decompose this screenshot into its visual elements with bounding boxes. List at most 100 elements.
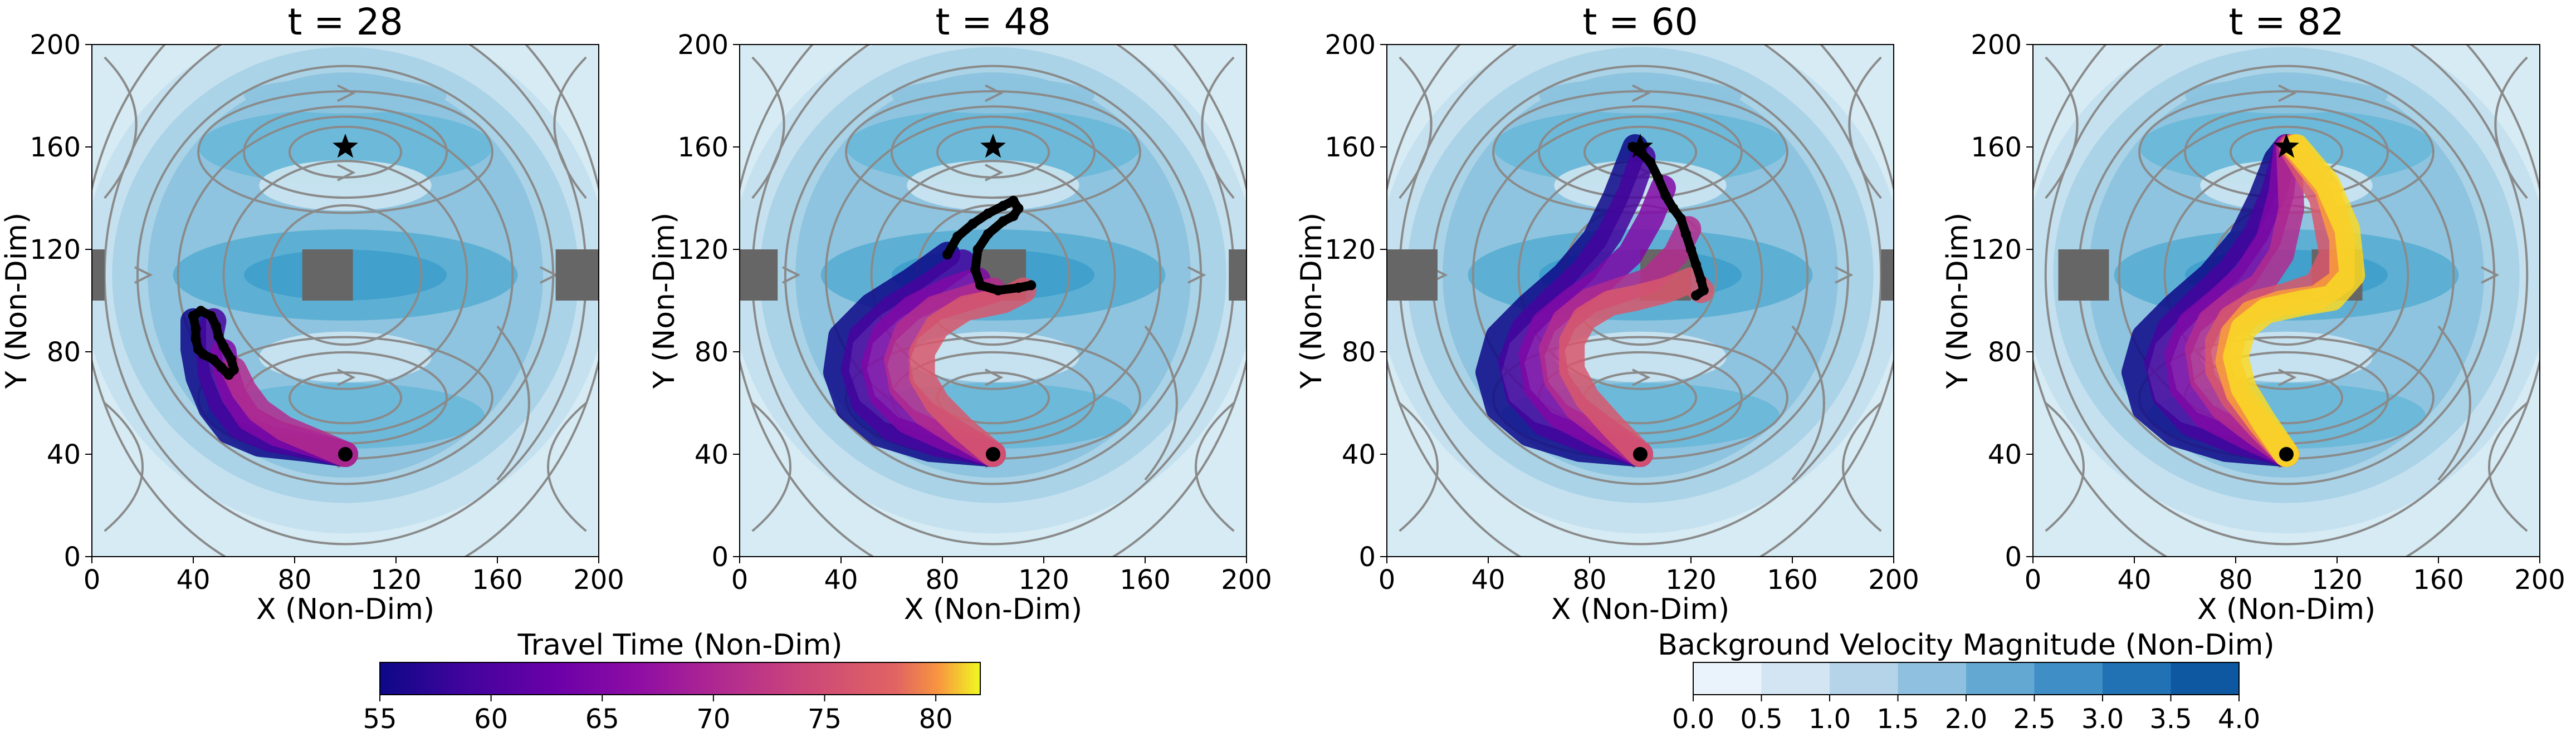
streamline [870, 160, 1116, 390]
travel-time-tick-label: 55 [363, 704, 397, 735]
y-tick-label: 120 [1324, 234, 1376, 266]
velocity-colorbar-segment [1830, 662, 1898, 695]
velocity-tick-label: 4.0 [2218, 704, 2260, 735]
front-marker [1691, 259, 1702, 270]
x-tick-label: 40 [1471, 564, 1505, 596]
y-tick-label: 200 [677, 30, 729, 61]
streamline [243, 105, 448, 199]
obstacle [1387, 249, 1438, 301]
streamline-arrow [1632, 84, 1651, 102]
target-marker [2274, 134, 2299, 158]
panel-title: t = 82 [2228, 1, 2344, 43]
streamline [104, 56, 138, 199]
x-tick-label: 160 [472, 564, 523, 596]
velocity-tick-label: 1.5 [1876, 704, 1919, 735]
x-tick-label: 40 [2117, 564, 2151, 596]
front-marker [952, 232, 963, 242]
front-marker [1660, 190, 1671, 201]
travel-time-colorbar-title: Travel Time (Non-Dim) [517, 628, 842, 662]
x-tick-label: 40 [824, 564, 858, 596]
front-marker [1691, 290, 1702, 301]
streamline [1848, 56, 1882, 199]
velocity-tick-label: 2.0 [1945, 704, 1987, 735]
streamline [547, 402, 587, 532]
velocity-colorbar-segment [2171, 662, 2239, 695]
y-tick-label: 120 [30, 234, 81, 266]
streamline [1842, 402, 1882, 532]
travel-path [909, 277, 1037, 467]
y-tick-label: 200 [30, 30, 81, 61]
travel-time-tick-label: 70 [696, 704, 730, 735]
front-marker [218, 341, 229, 352]
velocity-colorbar-segment [1761, 662, 1830, 695]
obstacle [2058, 249, 2109, 301]
streamline [222, 160, 468, 390]
front-marker [1668, 203, 1679, 214]
streamline-arrow [2481, 266, 2500, 284]
front-marker [983, 229, 993, 239]
streamline [891, 105, 1096, 199]
streamline [104, 402, 144, 532]
x-tick-label: 80 [2218, 564, 2252, 596]
target-marker [980, 134, 1006, 158]
start-marker [986, 447, 1000, 461]
x-tick-label: 200 [573, 564, 624, 596]
y-tick-label: 0 [1358, 542, 1376, 573]
plot-area [740, 45, 1247, 557]
x-tick-label: 0 [84, 564, 101, 596]
plot-frame [91, 44, 599, 557]
plot-frame [1386, 44, 1894, 557]
y-axis-label: Y (Non-Dim) [1941, 213, 1974, 389]
front-marker [1696, 275, 1707, 286]
travel-time-colorbar-bar [379, 662, 981, 695]
travel-paths [1475, 134, 1714, 467]
x-axis-label: X (Non-Dim) [256, 593, 434, 626]
obstacle [1881, 249, 1894, 301]
x-tick-label: 120 [1665, 564, 1717, 596]
obstacle [92, 249, 105, 301]
front-marker [998, 200, 1009, 211]
y-axis-label: Y (Non-Dim) [0, 213, 33, 389]
velocity-colorbar-segment [2034, 662, 2103, 695]
velocity-colorbar: Background Velocity Magnitude (Non-Dim) 0… [1658, 628, 2274, 735]
streamline-arrow [2278, 84, 2297, 102]
travel-path [221, 357, 358, 467]
streamline [136, 65, 555, 485]
y-tick-label: 200 [1971, 30, 2022, 61]
y-tick-label: 160 [1971, 132, 2022, 163]
y-tick-label: 160 [1324, 132, 1376, 163]
y-tick-label: 40 [1988, 439, 2022, 470]
front-marker [216, 362, 227, 372]
streamline [2488, 402, 2528, 532]
y-axis-label: Y (Non-Dim) [1295, 213, 1328, 389]
velocity-tick-label: 0.5 [1740, 704, 1782, 735]
velocity-contour-band [1554, 331, 1727, 382]
front-marker [226, 354, 237, 365]
streamline [553, 56, 587, 199]
front-marker [1645, 157, 1656, 168]
panel-title: t = 60 [1582, 1, 1698, 43]
front-marker [190, 323, 201, 334]
x-tick-label: 160 [1767, 564, 1818, 596]
travel-paths [180, 308, 358, 467]
obstacle [740, 249, 778, 301]
y-axis-label: Y (Non-Dim) [648, 213, 681, 389]
velocity-tick-label: 3.5 [2149, 704, 2192, 735]
x-axis-label: X (Non-Dim) [904, 593, 1082, 626]
y-tick-label: 160 [30, 132, 81, 163]
y-tick-label: 120 [677, 234, 729, 266]
obstacle [555, 249, 599, 301]
travel-path [1559, 267, 1714, 467]
plot-frame [2032, 44, 2540, 557]
streamline [2044, 45, 2529, 546]
streamline [268, 204, 423, 346]
streamline-arrow [337, 84, 356, 102]
velocity-tick-label: 3.0 [2081, 704, 2124, 735]
plot-area [1387, 45, 1894, 557]
y-tick-label: 0 [63, 542, 81, 573]
panel-1: 0 40 80 120 160 200 0 40 80 120 160 200 t = 48 X (Non… [648, 1, 1272, 626]
streamline [197, 90, 493, 214]
velocity-contour-band [259, 331, 432, 382]
streamline-arrow [985, 164, 1004, 181]
obstacle [1229, 249, 1247, 301]
